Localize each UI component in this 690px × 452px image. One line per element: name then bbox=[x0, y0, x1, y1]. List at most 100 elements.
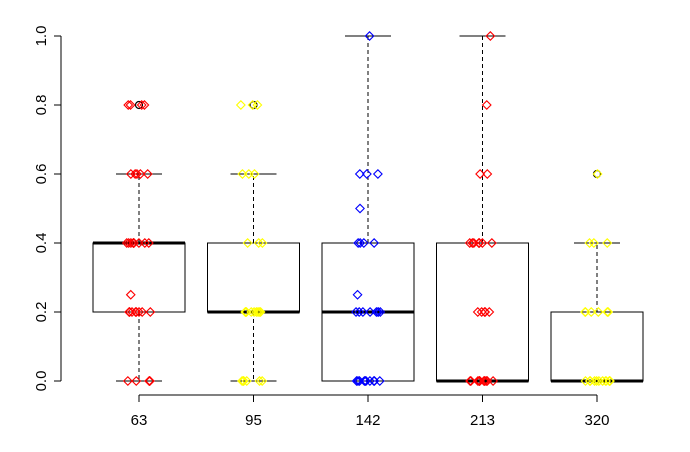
data-point bbox=[355, 203, 365, 214]
data-point bbox=[464, 238, 475, 248]
data-point bbox=[128, 238, 139, 248]
data-point bbox=[465, 376, 476, 386]
data-point bbox=[252, 100, 263, 110]
data-point bbox=[254, 307, 265, 317]
data-point bbox=[467, 238, 478, 248]
data-point bbox=[371, 307, 382, 317]
data-point bbox=[476, 307, 487, 317]
data-point bbox=[481, 100, 492, 110]
data-point bbox=[354, 376, 365, 386]
data-point bbox=[237, 376, 248, 386]
data-point bbox=[592, 169, 603, 179]
data-point bbox=[475, 169, 486, 179]
data-point bbox=[355, 238, 366, 248]
data-point bbox=[354, 307, 365, 317]
data-point bbox=[354, 169, 365, 179]
data-point bbox=[257, 238, 268, 248]
outlier-point bbox=[134, 100, 144, 110]
data-point bbox=[482, 376, 493, 386]
x-tick-label: 320 bbox=[584, 412, 609, 429]
data-point bbox=[352, 289, 363, 300]
data-point bbox=[235, 100, 246, 110]
data-point bbox=[145, 307, 156, 317]
data-point bbox=[474, 238, 485, 248]
data-point bbox=[351, 376, 362, 386]
data-point bbox=[465, 376, 476, 386]
data-point bbox=[374, 376, 385, 386]
data-point bbox=[604, 376, 615, 386]
data-point bbox=[134, 307, 144, 317]
data-point bbox=[125, 100, 136, 110]
y-tick-label: 0.8 bbox=[33, 95, 50, 116]
data-point bbox=[142, 169, 153, 179]
data-point bbox=[139, 100, 150, 110]
y-tick-label: 0.0 bbox=[33, 371, 50, 392]
data-point bbox=[589, 376, 600, 386]
data-point bbox=[353, 238, 364, 248]
data-point bbox=[124, 307, 135, 317]
data-point bbox=[240, 307, 251, 317]
x-tick-label: 213 bbox=[470, 412, 495, 429]
data-point bbox=[353, 376, 363, 386]
data-point bbox=[601, 376, 612, 386]
data-point bbox=[131, 307, 142, 317]
points-63 bbox=[121, 100, 156, 386]
data-point bbox=[373, 307, 384, 317]
y-tick-label: 1.0 bbox=[33, 26, 50, 47]
data-point bbox=[254, 376, 265, 386]
box-63 bbox=[92, 100, 186, 382]
data-point bbox=[477, 238, 488, 248]
box-320 bbox=[550, 169, 644, 383]
data-point bbox=[125, 238, 136, 248]
data-point bbox=[249, 169, 260, 179]
data-point bbox=[253, 238, 264, 248]
data-point bbox=[357, 307, 368, 317]
data-point bbox=[123, 100, 134, 110]
data-point bbox=[486, 238, 497, 248]
data-point bbox=[602, 307, 613, 317]
data-point bbox=[136, 100, 147, 110]
iqr-box bbox=[92, 242, 186, 313]
data-point bbox=[369, 238, 380, 248]
y-tick-label: 0.6 bbox=[33, 164, 50, 185]
y-tick-label: 0.2 bbox=[33, 302, 50, 323]
data-point bbox=[482, 169, 493, 179]
x-axis: 63 95 142 213 320 bbox=[131, 394, 610, 429]
data-point bbox=[580, 376, 591, 386]
iqr-box bbox=[207, 242, 300, 313]
data-point bbox=[351, 307, 362, 317]
data-point bbox=[485, 31, 496, 41]
data-point bbox=[125, 289, 136, 300]
data-point bbox=[584, 238, 595, 248]
data-point bbox=[241, 376, 252, 386]
x-tick-label: 142 bbox=[355, 412, 380, 429]
data-point bbox=[603, 307, 614, 317]
box-95 bbox=[207, 100, 300, 382]
data-point bbox=[125, 169, 136, 179]
data-point bbox=[364, 376, 375, 386]
data-point bbox=[238, 376, 249, 386]
data-point bbox=[127, 307, 137, 317]
data-point bbox=[602, 238, 613, 248]
data-point bbox=[144, 376, 155, 386]
iqr-box bbox=[550, 311, 644, 382]
points-213 bbox=[464, 31, 499, 386]
y-axis: 0.0 0.2 0.4 0.6 0.8 1.0 bbox=[33, 26, 62, 392]
box-213 bbox=[436, 35, 529, 383]
data-point bbox=[591, 376, 602, 386]
x-tick-label: 95 bbox=[245, 412, 262, 429]
data-point bbox=[593, 307, 604, 317]
data-point bbox=[484, 307, 495, 317]
points-142 bbox=[351, 31, 386, 386]
data-point bbox=[375, 307, 386, 317]
data-point bbox=[130, 169, 141, 179]
x-tick-label: 63 bbox=[131, 412, 148, 429]
data-point bbox=[372, 169, 383, 179]
data-point bbox=[364, 31, 375, 41]
y-tick-label: 0.4 bbox=[33, 233, 50, 254]
data-point bbox=[474, 376, 485, 386]
data-point bbox=[242, 238, 253, 248]
data-point bbox=[122, 376, 133, 386]
data-point bbox=[131, 376, 142, 386]
